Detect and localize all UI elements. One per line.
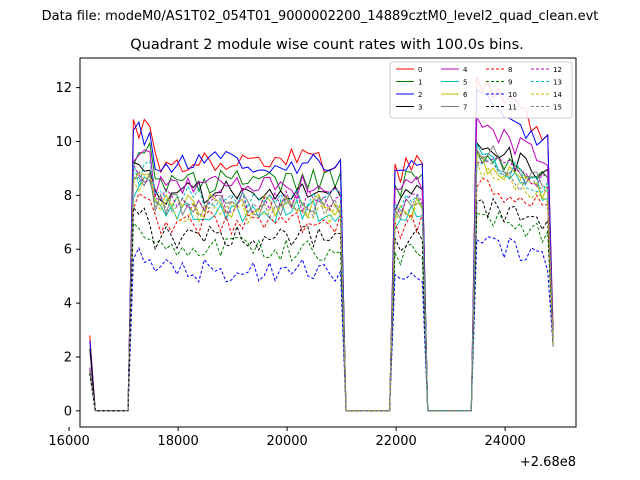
plot-area-frame: [79, 57, 577, 428]
series-line-13: [89, 158, 554, 412]
legend-label: 5: [463, 79, 467, 87]
legend-label: 9: [508, 79, 512, 87]
y-tick-label: 10: [55, 135, 72, 150]
y-tick-label: 12: [55, 81, 72, 96]
series-line-11: [89, 197, 554, 412]
series-line-15: [89, 154, 554, 412]
legend-label: 6: [463, 91, 468, 99]
y-tick-label: 4: [64, 297, 72, 312]
legend-label: 12: [553, 66, 562, 74]
x-tick-label: 16000: [48, 434, 89, 449]
legend-label: 13: [553, 79, 562, 87]
legend-label: 11: [508, 104, 517, 112]
chart-title: Quadrant 2 module wise count rates with …: [130, 37, 524, 53]
x-tick-label: 24000: [484, 434, 525, 449]
legend-label: 4: [463, 66, 468, 74]
y-tick-label: 2: [64, 350, 72, 365]
series-line-9: [89, 211, 554, 412]
series-line-8: [89, 177, 554, 412]
x-axis: 16000 18000 20000 22000 24000: [48, 427, 526, 449]
legend-label: 8: [508, 66, 512, 74]
y-axis: 0 2 4 6 8 10 12: [55, 81, 80, 419]
series-line-3: [89, 141, 554, 412]
series-line-4: [89, 116, 554, 412]
series-line-14: [89, 158, 554, 412]
data-file-label: Data file: modeM0/AS1T02_054T01_90000022…: [42, 9, 599, 24]
legend-label: 15: [553, 104, 562, 112]
series-line-5: [89, 142, 554, 412]
y-tick-label: 0: [64, 404, 72, 419]
legend-label: 0: [418, 66, 422, 74]
series-line-10: [89, 236, 554, 412]
legend-label: 3: [418, 104, 422, 112]
legend-box: [389, 61, 573, 119]
legend-label: 7: [463, 104, 467, 112]
x-tick-label: 20000: [266, 434, 307, 449]
legend-label: 2: [418, 91, 422, 99]
x-offset-label: +2.68e8: [520, 455, 576, 470]
x-tick-label: 22000: [375, 434, 416, 449]
series-line-2: [89, 88, 554, 412]
y-tick-label: 8: [64, 189, 72, 204]
legend-label: 14: [553, 91, 562, 99]
series-layer: [89, 76, 554, 412]
series-line-12: [89, 157, 554, 412]
y-tick-label: 6: [64, 243, 72, 258]
x-tick-label: 18000: [157, 434, 198, 449]
legend-label: 10: [508, 91, 517, 99]
legend-label: 1: [418, 79, 422, 87]
series-line-7: [89, 144, 554, 412]
